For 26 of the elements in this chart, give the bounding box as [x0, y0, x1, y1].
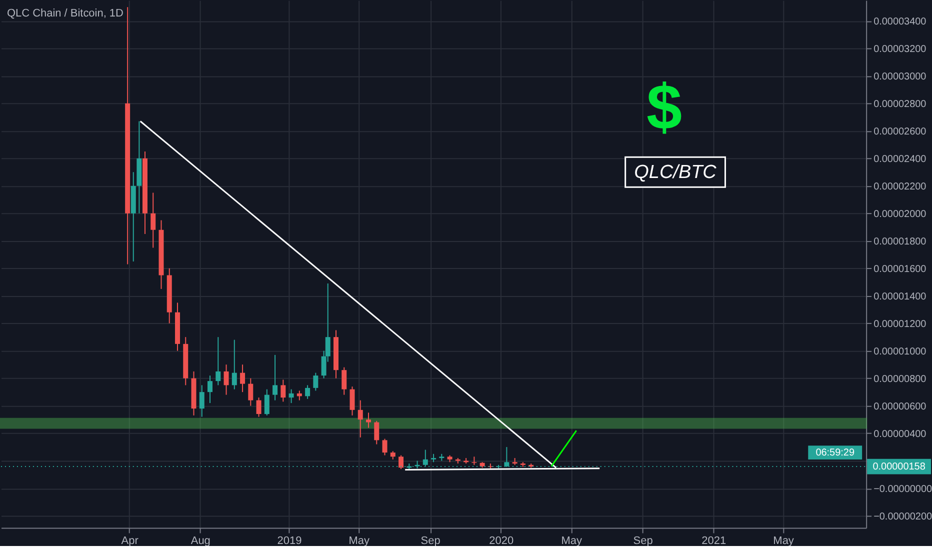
- text: QLC Chain / Bitcoin, 1D: [6, 7, 124, 20]
- annotation: 06:59:29: [816, 448, 855, 459]
- y-tick-label: 0.00003200: [874, 44, 927, 55]
- y-tick-label: 0.00000800: [874, 374, 927, 385]
- ref-line-label: 0.00000158: [872, 462, 926, 473]
- y-tick-label: 0.00001400: [874, 291, 927, 302]
- x-tick-label: 2019: [277, 535, 302, 548]
- y-tick-label: 0.00002400: [874, 154, 927, 165]
- y-tick-label: 0.00003400: [874, 16, 927, 28]
- y-tick-label: 0.00003000: [874, 71, 927, 82]
- y-tick-label: 0.00002800: [874, 98, 927, 110]
- y-tick-label: −0.00000000: [874, 484, 932, 495]
- x-tick-label: 2020: [489, 535, 514, 548]
- y-tick-label: 0.00002200: [874, 181, 927, 192]
- y-tick-label: 0.00002000: [874, 208, 927, 220]
- y-tick-label: 0.00000400: [874, 428, 927, 440]
- annotation: QLC/BTC: [634, 162, 717, 184]
- y-tick-label: 0.00000600: [874, 401, 927, 412]
- y-tick-label: 0.00001000: [874, 346, 927, 358]
- x-tick-label: 2021: [702, 535, 726, 548]
- y-tick-label: 0.00002600: [874, 126, 927, 138]
- annotation: $: [646, 71, 682, 144]
- y-tick-label: 0.00001800: [874, 236, 927, 248]
- y-tick-label: −0.00000200: [874, 511, 932, 522]
- y-tick-label: 0.00001200: [874, 318, 927, 330]
- y-tick-label: 0.00001600: [874, 264, 927, 275]
